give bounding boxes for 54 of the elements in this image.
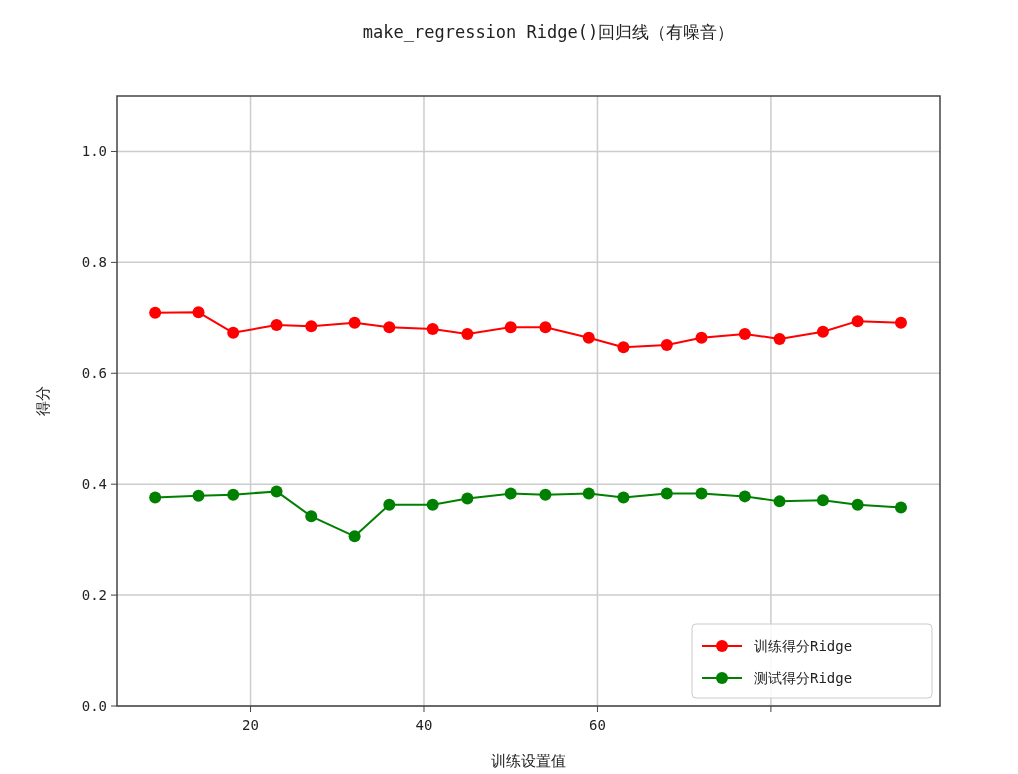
point [894, 316, 907, 329]
point [149, 491, 162, 504]
point [504, 487, 517, 500]
point [851, 498, 864, 511]
point [773, 495, 786, 508]
point [695, 331, 708, 344]
point [383, 321, 396, 334]
point [816, 325, 829, 338]
point [660, 487, 673, 500]
point [539, 321, 552, 334]
point [461, 492, 474, 505]
x-axis-title: 训练设置值 [491, 752, 566, 770]
point [617, 341, 630, 354]
point [461, 327, 474, 340]
y-tick-label: 0.6 [81, 365, 107, 382]
point [383, 498, 396, 511]
point [816, 494, 829, 507]
point [305, 510, 318, 523]
point [539, 488, 552, 501]
y-tick-label: 0.8 [81, 254, 107, 271]
point [426, 498, 439, 511]
point [270, 485, 283, 498]
point [738, 490, 751, 503]
point [426, 322, 439, 335]
x-tick-label: 20 [242, 717, 259, 733]
point [348, 530, 361, 543]
y-tick-label: 0.2 [81, 587, 107, 604]
legend-label: 训练得分Ridge [754, 638, 853, 654]
point [894, 501, 907, 514]
chart-title: make_regression Ridge()回归线（有噪音） [362, 22, 735, 42]
point [582, 331, 595, 344]
point [192, 489, 205, 502]
point [851, 315, 864, 328]
x-tick-label: 60 [589, 717, 606, 733]
point [695, 487, 708, 500]
point [773, 332, 786, 345]
point [504, 321, 517, 334]
point [738, 327, 751, 340]
point [305, 320, 318, 333]
point [227, 326, 240, 339]
point [660, 338, 673, 351]
y-tick-label: 0.4 [81, 476, 107, 493]
point [227, 488, 240, 501]
point [617, 491, 630, 504]
point [348, 316, 361, 329]
legend-label: 测试得分Ridge [754, 670, 853, 686]
y-tick-label: 0.0 [81, 698, 107, 714]
y-tick-label: 1.0 [81, 143, 107, 160]
point [582, 487, 595, 500]
y-axis-title: 得分 [34, 386, 52, 416]
point [192, 306, 205, 319]
x-tick-label: 40 [415, 717, 433, 733]
point [270, 319, 283, 332]
point [149, 306, 162, 319]
